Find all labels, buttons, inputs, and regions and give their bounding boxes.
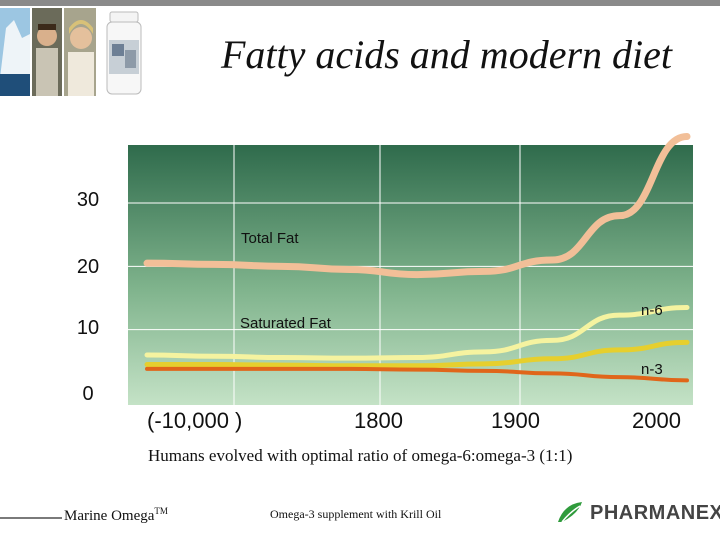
series-line-n-3 <box>145 366 689 383</box>
supplement-bottle-image <box>104 10 144 98</box>
slide-caption: Humans evolved with optimal ratio of ome… <box>148 446 573 465</box>
series-lines <box>143 133 691 383</box>
series-label-saturated-fat: Saturated Fat <box>240 315 331 332</box>
y-tick-label: 10 <box>76 317 100 339</box>
series-line-n-6 <box>144 339 690 369</box>
x-tick-label: (-10,000 ) <box>147 408 243 433</box>
x-tick-label: 2000 <box>632 408 681 433</box>
brand-name: PHARMANEX <box>590 501 720 524</box>
y-tick-label: 30 <box>76 189 100 211</box>
footer-divider <box>0 517 62 519</box>
pharmanex-logo: PHARMANEX® <box>556 500 720 526</box>
trademark-mark: TM <box>154 506 168 516</box>
leaf-icon <box>558 502 582 523</box>
top-bar <box>0 0 720 6</box>
series-line-total-fat <box>143 133 691 279</box>
x-tick-label: 1800 <box>354 408 403 433</box>
iceberg-photo <box>0 8 30 96</box>
footer-subtitle: Omega-3 supplement with Krill Oil <box>270 507 442 521</box>
product-name: Marine Omega <box>64 508 155 524</box>
series-line-saturated-fat <box>144 305 690 361</box>
y-tick-label: 20 <box>76 256 100 278</box>
people-photo-right <box>64 8 96 96</box>
footer-product: Marine OmegaTM <box>64 506 168 525</box>
people-photo-left <box>32 8 62 96</box>
y-tick-label: 0 <box>82 383 94 405</box>
slide-title: Fatty acids and modern diet <box>220 32 672 77</box>
series-label-n6: n-6 <box>641 302 663 319</box>
x-tick-label: 1900 <box>491 408 540 433</box>
series-label-total-fat: Total Fat <box>241 230 299 247</box>
series-label-n3: n-3 <box>641 361 663 378</box>
